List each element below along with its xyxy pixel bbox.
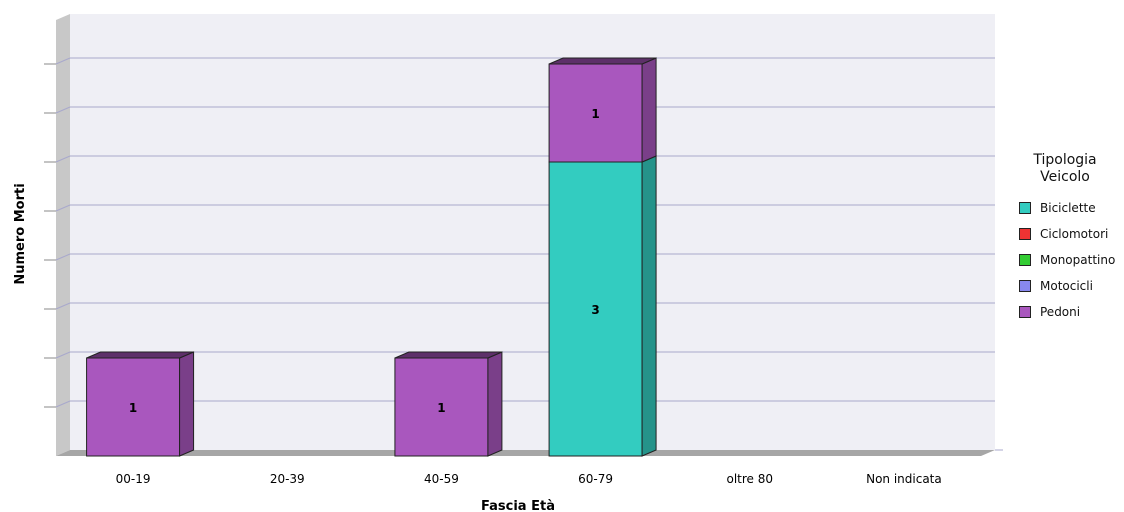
grid-line-side: [55, 351, 71, 359]
grid-line-side: [55, 400, 71, 408]
grid-line-side: [55, 253, 71, 261]
legend: Tipologia Veicolo Biciclette Ciclomotori M…: [1010, 152, 1120, 325]
legend-label: Ciclomotori: [1040, 227, 1109, 241]
bar-stack-00-19: 1: [86, 351, 195, 457]
plot-background: [56, 14, 995, 456]
bar-stack-60-79: 31: [548, 57, 657, 457]
plot-floor: [56, 450, 995, 456]
legend-item: Motocicli: [1010, 273, 1120, 299]
legend-label: Monopattino: [1040, 253, 1116, 267]
legend-swatch: [1019, 254, 1031, 266]
bar-stack-40-59: 1: [394, 351, 503, 457]
data-label: 3: [591, 303, 599, 317]
plot-back-wall: [70, 14, 995, 450]
bar-top-40-59: [394, 351, 503, 359]
y-axis-title: Numero Morti: [13, 183, 28, 284]
legend-item: Biciclette: [1010, 195, 1120, 221]
x-tick-label: oltre 80: [726, 472, 773, 486]
legend-item: Ciclomotori: [1010, 221, 1120, 247]
grid-line-side: [55, 302, 71, 310]
data-label: 1: [129, 401, 137, 415]
bar-side-pedoni-60-79: [641, 57, 657, 163]
bar-side-pedoni-40-59: [487, 351, 503, 457]
bar-biciclette-60-79: [548, 161, 643, 457]
x-tick-label: Non indicata: [866, 472, 942, 486]
legend-swatch: [1019, 202, 1031, 214]
grid-line-side: [55, 155, 71, 163]
legend-swatch: [1019, 228, 1031, 240]
legend-title: Tipologia Veicolo: [1033, 152, 1097, 185]
legend-label: Biciclette: [1040, 201, 1096, 215]
plot-side-wall: [56, 14, 70, 456]
x-axis-title: Fascia Età: [481, 499, 555, 512]
x-tick-label: 60-79: [578, 472, 613, 486]
bar-side-pedoni-00-19: [179, 351, 195, 457]
grid-line-side: [55, 204, 71, 212]
bar-side-biciclette-60-79: [641, 155, 657, 457]
legend-label: Pedoni: [1040, 305, 1081, 319]
legend-items: Biciclette Ciclomotori Monopattino Motocicl…: [1010, 195, 1120, 325]
bar-top-00-19: [86, 351, 194, 359]
grid-lines: [44, 57, 1003, 451]
x-tick-label: 20-39: [270, 472, 305, 486]
grid-line-side: [55, 106, 71, 114]
grid-line-side: [55, 57, 71, 65]
legend-item: Pedoni: [1010, 299, 1120, 325]
x-tick-labels: 00-19 20-39 40-59 60-79 oltre 80 Non indicata: [116, 472, 942, 486]
x-tick-label: 00-19: [116, 472, 151, 486]
bars: 1 131: [86, 57, 657, 457]
legend-swatch: [1019, 306, 1031, 318]
data-label: 1: [437, 401, 445, 415]
data-label: 1: [591, 107, 599, 121]
legend-swatch: [1019, 280, 1031, 292]
legend-item: Monopattino: [1010, 247, 1120, 273]
bar-top-60-79: [548, 57, 657, 65]
legend-label: Motocicli: [1040, 279, 1093, 293]
x-tick-label: 40-59: [424, 472, 459, 486]
